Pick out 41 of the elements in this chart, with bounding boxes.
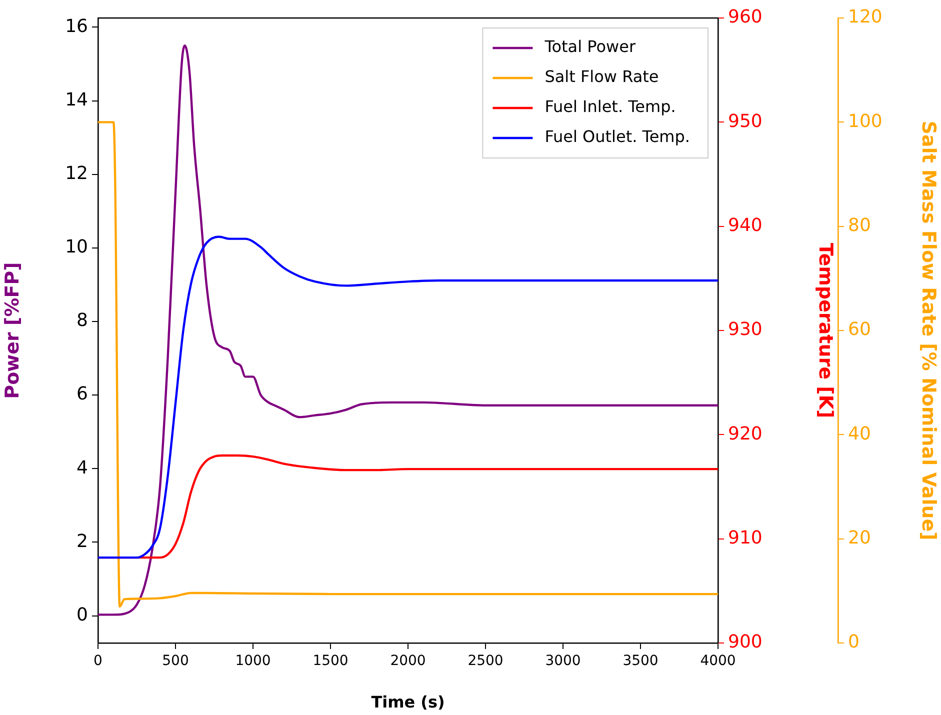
legend-label: Salt Flow Rate — [544, 67, 659, 86]
x-tick-label: 500 — [162, 653, 189, 670]
y-axis-title: Power [%FP] — [1, 262, 24, 399]
y-tick-label: 4 — [76, 457, 88, 478]
line-series — [98, 236, 718, 559]
y-tick-label: 10 — [65, 236, 88, 258]
x-axis-title: Time (s) — [371, 692, 445, 712]
legend-label: Fuel Outlet. Temp. — [544, 127, 690, 146]
y-tick-label: 2 — [76, 530, 88, 552]
y-tick-label: 8 — [76, 310, 88, 332]
y3-axis-title: Salt Mass Flow Rate [% Nominal Value] — [918, 120, 940, 540]
y3-tick-label: 80 — [848, 215, 871, 236]
y-tick-label: 12 — [65, 163, 88, 184]
y3-tick-label: 120 — [848, 6, 882, 28]
x-tick-label: 1500 — [312, 653, 348, 670]
y-tick-label: 14 — [65, 89, 88, 110]
y3-tick-label: 0 — [848, 632, 860, 653]
y-tick-label: 16 — [65, 16, 88, 37]
y2-tick-label: 910 — [728, 528, 762, 549]
x-tick-label: 1000 — [235, 653, 271, 670]
y2-tick-label: 900 — [728, 632, 762, 653]
y2-tick-label: 920 — [728, 423, 762, 444]
y2-axis-title: Temperature [K] — [814, 242, 837, 418]
y3-tick-label: 40 — [848, 423, 871, 444]
legend-label: Total Power — [544, 37, 636, 56]
y3-tick-label: 100 — [848, 110, 882, 132]
y2-tick-label: 960 — [728, 6, 762, 28]
x-tick-label: 3000 — [545, 653, 581, 670]
y-tick-label: 6 — [76, 384, 88, 405]
legend-label: Fuel Inlet. Temp. — [544, 97, 676, 116]
x-tick-label: 0 — [94, 653, 102, 670]
y2-tick-label: 950 — [728, 110, 762, 132]
x-tick-label: 2000 — [390, 653, 426, 670]
y2-tick-label: 940 — [728, 215, 762, 236]
x-tick-label: 2500 — [468, 653, 504, 670]
y3-tick-label: 60 — [848, 319, 871, 340]
x-tick-label: 4000 — [700, 653, 736, 670]
y3-tick-label: 20 — [848, 528, 871, 549]
y-tick-label: 0 — [76, 604, 88, 626]
y2-tick-label: 930 — [728, 319, 762, 340]
x-tick-label: 3500 — [622, 653, 658, 670]
